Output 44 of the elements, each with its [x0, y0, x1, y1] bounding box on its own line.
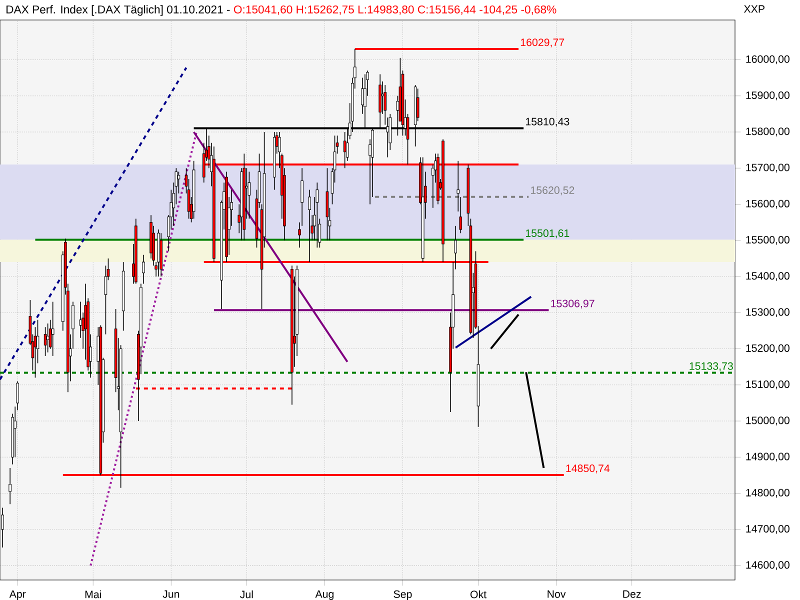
x-tick-label: Aug [315, 590, 334, 600]
y-tick-label: 14900,00 [746, 452, 790, 462]
y-tick-label: 15600,00 [746, 200, 790, 209]
x-tick-label: Okt [470, 590, 486, 598]
x-tick-label: Jul [240, 590, 253, 598]
y-tick-label: 16000,00 [746, 55, 790, 64]
series-label: 15620,52 [531, 186, 574, 196]
candlestick [248, 171, 251, 220]
y-tick-label: 15500,00 [746, 236, 790, 245]
x-tick-label: Nov [548, 590, 566, 598]
series-label: 16029,77 [520, 38, 564, 48]
y-tick-label: 15300,00 [746, 308, 790, 318]
candlestick [44, 326, 47, 356]
x-tick-label: Jun [162, 590, 180, 598]
candlestick [177, 171, 180, 194]
x-tick-label: Dez [623, 590, 641, 598]
y-tick-label: 14800,00 [746, 488, 790, 498]
candlestick [416, 88, 420, 122]
y-tick-label: 15200,00 [746, 344, 790, 354]
x-tick-label: Apr [9, 590, 26, 600]
x-tick-label: Sep [394, 590, 412, 600]
x-tick-label: Mai [85, 590, 102, 598]
y-tick-label: 15700,00 [746, 164, 790, 173]
series-label: 15306,97 [551, 300, 594, 309]
chart-subtitle: O:15041,60 H:15262,75 L:14983,80 C:15156,44 -104,25 -0,68% [234, 5, 556, 15]
y-tick-label: 15000,00 [746, 416, 790, 426]
y-tick-label: 15100,00 [746, 380, 790, 390]
series-label: 15810,43 [526, 118, 570, 127]
series-label: 15133,73 [690, 362, 733, 372]
y-tick-label: 14700,00 [746, 525, 790, 534]
y-tick-label: 15400,00 [746, 272, 790, 281]
candlestick [51, 301, 54, 356]
series-label: 14850,74 [566, 464, 610, 474]
candlestick [8, 468, 12, 505]
y-tick-label: 15800,00 [746, 128, 790, 136]
candlestick [308, 189, 312, 262]
candlestick [316, 182, 319, 248]
series-label: 15501,61 [526, 229, 570, 238]
y-tick-label: 15900,00 [746, 91, 790, 100]
candlestick [34, 326, 37, 378]
candlestick [142, 254, 145, 284]
text: XXP [744, 5, 764, 13]
chart-title: DAX Perf. Index [.DAX Täglich] 01.10.2021 - [6, 5, 230, 16]
y-tick-label: 14600,00 [746, 561, 790, 570]
